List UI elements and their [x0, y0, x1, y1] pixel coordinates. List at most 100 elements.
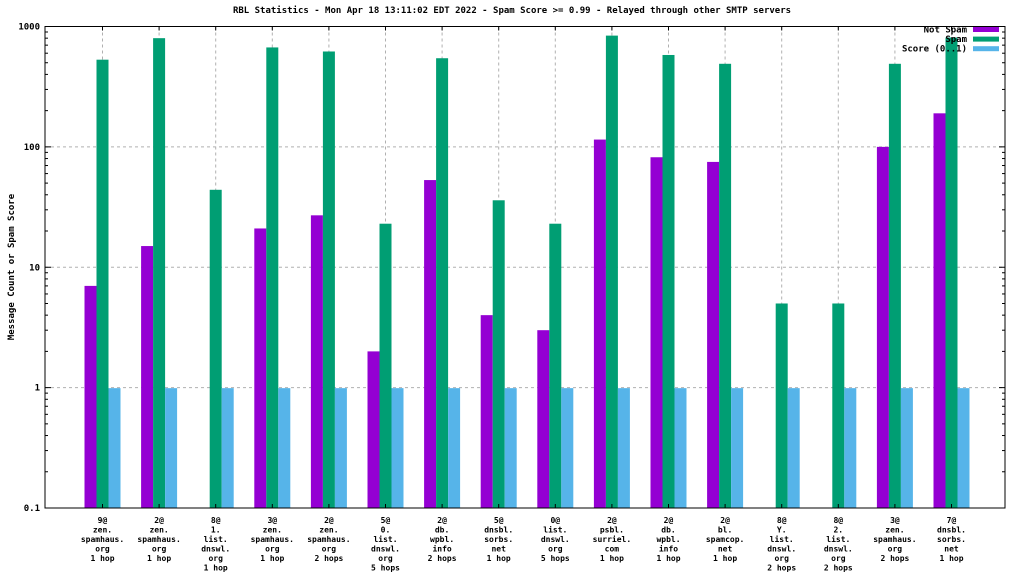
legend-label: Score (0..1)	[902, 45, 967, 55]
x-tick-label: net	[491, 545, 506, 554]
x-tick-label: org	[95, 545, 110, 554]
x-tick-label: 8@	[833, 516, 843, 525]
x-tick-label: 2@	[437, 516, 447, 525]
x-tick-label: 8@	[777, 516, 787, 525]
x-tick-label: spamhaus.	[81, 535, 124, 544]
bar-not-spam	[933, 113, 946, 508]
bar-spam	[379, 223, 392, 508]
x-tick-label: dnswl.	[201, 545, 230, 554]
x-tick-label: 1.	[211, 526, 221, 535]
bar-not-spam	[367, 351, 380, 508]
x-tick-label: 2.	[833, 526, 843, 535]
bar-spam	[209, 189, 222, 509]
x-tick-label: 5 hops	[541, 554, 570, 563]
y-tick-label: 1000	[18, 23, 40, 33]
x-tick-label: 2 hops	[428, 554, 457, 563]
legend-label: Not Spam	[924, 26, 968, 36]
bar-not-spam	[84, 285, 97, 508]
bar-score	[108, 388, 121, 508]
x-tick-label: surriel.	[593, 534, 632, 544]
bar-not-spam	[254, 228, 267, 509]
x-tick-label: 1 hop	[204, 564, 228, 573]
x-tick-label: wpbl.	[430, 535, 454, 544]
bar-spam	[96, 59, 109, 508]
x-tick-label: 2@	[607, 516, 617, 525]
bar-spam	[662, 54, 675, 508]
x-tick-label: net	[944, 545, 959, 554]
x-tick-label: 1 hop	[260, 554, 284, 563]
x-tick-label: bl.	[718, 526, 732, 535]
bar-score	[278, 388, 291, 508]
bar-score	[334, 388, 347, 508]
y-tick-label: 100	[24, 143, 40, 153]
bar-score	[561, 388, 574, 508]
y-axis-title: Message Count or Spam Score	[7, 193, 17, 341]
bar-not-spam	[310, 215, 323, 508]
x-tick-label: wpbl.	[656, 535, 680, 544]
bar-spam	[492, 200, 505, 508]
x-tick-label: org	[548, 545, 563, 554]
bar-score	[957, 388, 970, 508]
x-tick-label: list.	[373, 534, 397, 544]
x-tick-label: sorbs.	[484, 535, 513, 544]
y-tick-label: 10	[29, 263, 40, 273]
x-tick-label: zen.	[93, 526, 112, 535]
x-tick-label: net	[718, 545, 733, 554]
bar-spam	[322, 51, 335, 509]
bar-score	[844, 388, 857, 508]
x-tick-label: 3@	[267, 516, 277, 525]
x-tick-label: com	[605, 545, 620, 554]
x-tick-label: spamhaus.	[137, 535, 180, 544]
bar-not-spam	[537, 330, 550, 508]
bar-spam	[266, 47, 279, 508]
x-tick-label: zen.	[149, 526, 168, 535]
x-tick-label: zen.	[263, 526, 282, 535]
x-tick-label: org	[774, 554, 789, 563]
x-tick-label: 2 hops	[314, 554, 343, 563]
x-tick-label: 5 hops	[371, 564, 400, 573]
x-tick-label: dnsbl.	[484, 526, 513, 535]
x-tick-label: 5@	[494, 516, 504, 525]
bar-spam	[153, 38, 166, 509]
bar-score	[731, 388, 744, 508]
bar-score	[787, 388, 800, 508]
bar-score	[221, 388, 234, 508]
y-tick-label: 1	[35, 384, 40, 394]
bar-not-spam	[424, 180, 437, 508]
bar-score	[391, 388, 404, 508]
bar-not-spam	[141, 246, 154, 508]
score-swatch	[973, 46, 999, 52]
x-tick-label: org	[831, 554, 846, 563]
bar-score	[448, 388, 461, 508]
x-tick-label: 2 hops	[767, 564, 796, 573]
x-tick-label: db.	[661, 526, 675, 535]
x-tick-label: list.	[204, 534, 228, 544]
x-tick-label: dnswl.	[767, 545, 796, 554]
x-tick-label: 3@	[890, 516, 900, 525]
x-tick-label: 1 hop	[656, 554, 680, 563]
x-tick-label: spamhaus.	[307, 535, 350, 544]
bar-spam	[945, 37, 958, 509]
bar-score	[674, 388, 687, 508]
x-tick-label: org	[265, 545, 280, 554]
x-tick-label: 1 hop	[147, 554, 171, 563]
x-tick-label: Y.	[777, 526, 787, 535]
bar-spam	[719, 63, 732, 508]
chart-title: RBL Statistics - Mon Apr 18 13:11:02 EDT…	[232, 6, 792, 16]
x-tick-label: 0.	[381, 526, 391, 535]
x-tick-label: spamhaus.	[873, 535, 916, 544]
bar-spam	[888, 63, 901, 508]
bar-score	[504, 388, 517, 508]
legend-label: Spam	[945, 35, 967, 45]
bar-spam	[775, 303, 788, 508]
x-tick-label: dnswl.	[541, 535, 570, 544]
bar-score	[900, 388, 913, 508]
x-tick-label: org	[888, 545, 903, 554]
x-tick-label: org	[152, 545, 167, 554]
y-tick-label: 0.1	[24, 504, 40, 514]
x-tick-label: zen.	[885, 526, 904, 535]
x-tick-label: 5@	[381, 516, 391, 525]
x-tick-label: 1 hop	[487, 554, 511, 563]
bar-spam	[605, 35, 618, 509]
